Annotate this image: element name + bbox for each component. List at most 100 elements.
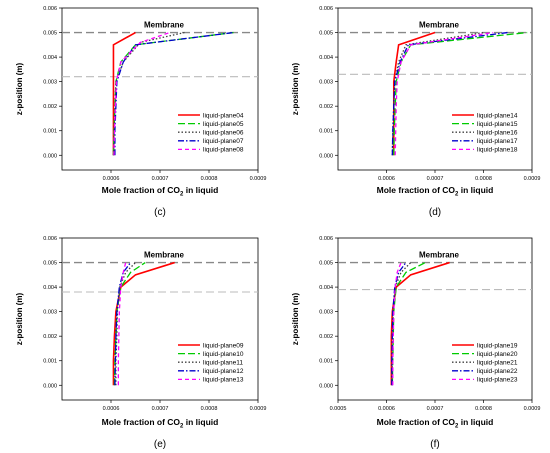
panel-label: (e): [154, 439, 166, 450]
y-tick-label: 0.005: [43, 31, 57, 37]
legend-label: liquid-plane05: [203, 121, 244, 128]
y-tick-label: 0.002: [319, 334, 333, 340]
x-axis-label-prefix: Mole fraction of CO: [102, 417, 181, 427]
x-tick-label: 0.0007: [427, 176, 444, 182]
x-tick-label: 0.0007: [152, 406, 169, 412]
y-tick-label: 0.001: [43, 359, 57, 365]
legend-label: liquid-plane23: [477, 377, 518, 384]
x-tick-label: 0.0008: [201, 176, 218, 182]
series-line-liquid-plane23: [392, 262, 402, 386]
series-line-liquid-plane17: [391, 31, 508, 156]
x-axis-label: Mole fraction of CO2 in liquid: [377, 417, 494, 430]
x-tick-label: 0.0009: [524, 406, 541, 412]
chart-panel-4: 0.000 0.001 0.002 0.003 0.004 0.005 0.006 0.000…: [291, 236, 540, 450]
series-line-liquid-plane21: [391, 262, 412, 386]
legend-label: liquid-plane09: [203, 342, 244, 349]
x-tick-label: 0.0006: [378, 406, 395, 412]
chart-panel-2: 0.000 0.001 0.002 0.003 0.004 0.005 0.006 0.000…: [291, 6, 540, 218]
legend-label: liquid-plane04: [203, 112, 244, 119]
legend-label: liquid-plane16: [477, 130, 518, 137]
x-axis-label-suffix: in liquid: [458, 417, 493, 427]
x-axis-label-subscript: 2: [455, 192, 459, 198]
y-tick-label: 0.002: [319, 104, 333, 110]
series-line-liquid-plane12: [114, 262, 132, 386]
y-tick-label: 0.005: [43, 261, 57, 267]
x-tick-label: 0.0008: [201, 406, 218, 412]
membrane-annotation: Membrane: [144, 21, 185, 30]
x-axis-label-prefix: Mole fraction of CO: [377, 417, 456, 427]
y-tick-label: 0.002: [43, 334, 57, 340]
x-axis-label: Mole fraction of CO2 in liquid: [102, 185, 219, 198]
x-axis-label: Mole fraction of CO2 in liquid: [102, 417, 219, 430]
legend-label: liquid-plane18: [477, 147, 518, 154]
panel-label: (f): [430, 439, 439, 450]
series-line-liquid-plane08: [113, 31, 171, 156]
y-tick-label: 0.001: [43, 129, 57, 135]
y-axis-label: z-position (m): [291, 62, 300, 115]
membrane-annotation: Membrane: [419, 21, 460, 30]
y-tick-label: 0.003: [319, 80, 333, 86]
y-tick-label: 0.001: [319, 129, 333, 135]
y-tick-label: 0.004: [319, 55, 333, 61]
legend-label: liquid-plane15: [477, 121, 518, 128]
x-tick-label: 0.0005: [330, 406, 347, 412]
legend: liquid-plane04 liquid-plane05 liquid-plane…: [178, 112, 244, 154]
chart-panel-3: 0.000 0.001 0.002 0.003 0.004 0.005 0.006 0.000…: [15, 236, 266, 450]
legend: liquid-plane09 liquid-plane10 liquid-plane…: [178, 342, 244, 384]
y-tick-label: 0.002: [43, 104, 57, 110]
y-tick-label: 0.000: [319, 153, 333, 159]
x-tick-label: 0.0009: [250, 406, 267, 412]
series-line-liquid-plane06: [112, 31, 185, 156]
y-tick-label: 0.003: [319, 310, 333, 316]
legend-label: liquid-plane22: [477, 368, 518, 375]
y-axis-label: z-position (m): [15, 292, 24, 345]
series-line-liquid-plane14: [392, 31, 436, 156]
y-axis-label: z-position (m): [15, 62, 24, 115]
x-tick-label: 0.0009: [524, 176, 541, 182]
x-axis-label-suffix: in liquid: [458, 185, 493, 195]
y-tick-label: 0.005: [319, 261, 333, 267]
y-tick-label: 0.006: [43, 236, 57, 242]
legend-label: liquid-plane07: [203, 138, 244, 145]
series-line-liquid-plane18: [394, 31, 494, 156]
legend-label: liquid-plane20: [477, 351, 518, 358]
panel-label: (c): [154, 207, 166, 218]
x-axis-label-subscript: 2: [180, 192, 184, 198]
x-axis-label-prefix: Mole fraction of CO: [377, 185, 456, 195]
membrane-annotation: Membrane: [144, 251, 185, 260]
series-line-liquid-plane20: [391, 261, 426, 386]
membrane-annotation: Membrane: [419, 251, 460, 260]
legend-label: liquid-plane14: [477, 112, 518, 119]
legend-label: liquid-plane10: [203, 351, 244, 358]
legend-label: liquid-plane12: [203, 368, 244, 375]
legend-label: liquid-plane13: [203, 377, 244, 384]
legend-label: liquid-plane06: [203, 130, 244, 137]
legend-label: liquid-plane08: [203, 147, 244, 154]
y-tick-label: 0.006: [319, 6, 333, 12]
x-tick-label: 0.0006: [103, 176, 120, 182]
series-line-liquid-plane11: [115, 262, 136, 386]
y-tick-label: 0.006: [43, 6, 57, 12]
series-line-liquid-plane10: [113, 262, 146, 386]
y-tick-label: 0.000: [43, 153, 57, 159]
x-axis-label-subscript: 2: [180, 424, 184, 430]
legend: liquid-plane19 liquid-plane20 liquid-plane…: [452, 342, 518, 384]
x-axis-label: Mole fraction of CO2 in liquid: [377, 185, 494, 198]
chart-panel-1: 0.000 0.001 0.002 0.003 0.004 0.005 0.006 0.000…: [15, 6, 266, 218]
x-axis-label-suffix: in liquid: [183, 417, 218, 427]
y-tick-label: 0.003: [43, 310, 57, 316]
x-axis-label-suffix: in liquid: [183, 185, 218, 195]
y-tick-label: 0.005: [319, 31, 333, 37]
y-tick-label: 0.000: [43, 383, 57, 389]
x-tick-label: 0.0009: [250, 176, 267, 182]
series-line-liquid-plane13: [117, 262, 127, 386]
y-tick-label: 0.000: [319, 383, 333, 389]
y-tick-label: 0.003: [43, 80, 57, 86]
y-tick-label: 0.004: [43, 55, 57, 61]
legend-label: liquid-plane19: [477, 342, 518, 349]
x-tick-label: 0.0007: [427, 406, 444, 412]
legend-label: liquid-plane11: [203, 360, 243, 367]
series-line-liquid-plane09: [112, 261, 175, 386]
legend-label: liquid-plane17: [477, 138, 518, 145]
